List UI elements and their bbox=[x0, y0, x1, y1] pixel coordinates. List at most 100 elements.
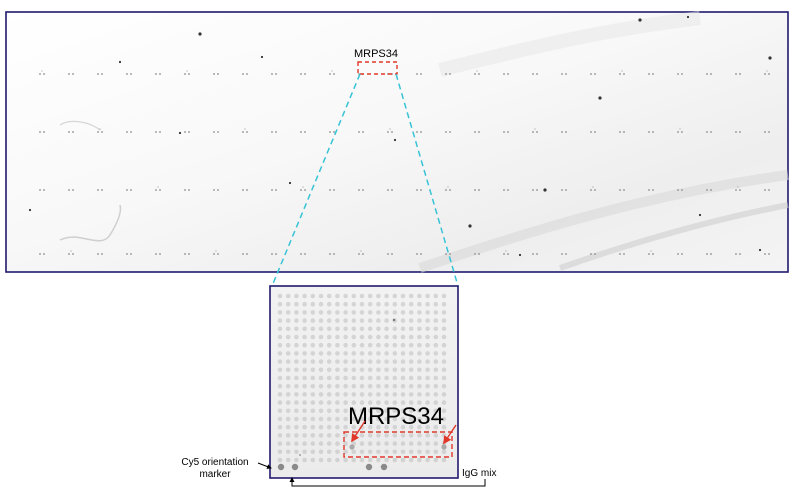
subarray-spot bbox=[359, 318, 365, 323]
zoom-arrow-right bbox=[443, 424, 457, 445]
subarray-spot bbox=[359, 301, 365, 307]
subarray-spot bbox=[425, 400, 430, 405]
slide-spot bbox=[188, 189, 190, 191]
subarray-spot bbox=[408, 293, 414, 299]
subarray-spot bbox=[335, 408, 340, 414]
slide-spot bbox=[213, 131, 215, 133]
slide-spot bbox=[72, 189, 74, 191]
subarray-spot bbox=[384, 334, 389, 340]
subarray-spot bbox=[294, 301, 299, 307]
subarray-spot bbox=[359, 449, 365, 455]
subarray-spot bbox=[417, 392, 422, 397]
subarray-spot bbox=[417, 310, 422, 315]
subarray-spot bbox=[417, 326, 422, 332]
slide-spot bbox=[764, 73, 766, 75]
slide-spot bbox=[391, 253, 393, 255]
subarray-spot bbox=[441, 318, 447, 323]
subarray-spot bbox=[433, 342, 439, 348]
subarray-spot bbox=[417, 400, 422, 405]
subarray-spot bbox=[367, 416, 373, 422]
subarray-spot bbox=[285, 334, 291, 340]
slide-speck bbox=[768, 56, 772, 60]
slide-spot bbox=[420, 73, 422, 75]
subarray-spot bbox=[359, 342, 365, 348]
slide-spot bbox=[445, 253, 447, 255]
subarray-spot bbox=[417, 416, 422, 422]
subarray-spot bbox=[335, 326, 340, 332]
subarray-spot bbox=[335, 367, 340, 373]
subarray-spot bbox=[433, 301, 439, 307]
subarray-spot bbox=[310, 375, 316, 381]
subarray-spot bbox=[376, 334, 381, 340]
subarray-spot bbox=[343, 457, 348, 463]
subarray-spot bbox=[376, 449, 381, 455]
subarray-spot bbox=[343, 359, 348, 364]
slide-spot bbox=[217, 253, 219, 255]
slide-spot bbox=[271, 189, 273, 191]
subarray-spot bbox=[408, 326, 414, 332]
subarray-spot bbox=[367, 408, 373, 414]
subarray-spot bbox=[343, 383, 348, 389]
subarray-spot bbox=[400, 441, 406, 446]
subarray-spot bbox=[376, 375, 381, 381]
subarray-spot bbox=[384, 318, 389, 323]
slide-spot bbox=[242, 73, 244, 75]
subarray-spot bbox=[392, 326, 398, 332]
slide-spot bbox=[155, 189, 157, 191]
subarray-spot bbox=[277, 367, 283, 373]
subarray-spot bbox=[441, 351, 447, 356]
subarray-spot bbox=[425, 383, 430, 389]
subarray-spot bbox=[408, 310, 414, 315]
subarray-spot bbox=[294, 400, 299, 405]
subarray-spot bbox=[367, 441, 373, 446]
subarray-spot bbox=[359, 441, 365, 446]
slide-spot bbox=[333, 253, 335, 255]
slide-spot bbox=[304, 253, 306, 255]
subarray-spot bbox=[408, 375, 414, 381]
subarray-spot bbox=[302, 457, 307, 463]
subarray-spot bbox=[277, 359, 283, 364]
subarray-spot bbox=[400, 449, 406, 455]
subarray-spot bbox=[310, 326, 316, 332]
slide-spot bbox=[768, 131, 770, 133]
subarray-spot bbox=[310, 416, 316, 422]
subarray-spot bbox=[302, 326, 307, 332]
subarray-spot bbox=[318, 334, 324, 340]
subarray-spot bbox=[384, 433, 389, 438]
subarray-spot bbox=[425, 293, 430, 299]
slide-spot bbox=[503, 253, 505, 255]
subarray-spot bbox=[302, 351, 307, 356]
subarray-spot bbox=[392, 424, 398, 430]
subarray-spot bbox=[359, 416, 365, 422]
subarray-spot bbox=[376, 342, 381, 348]
subarray-spot bbox=[310, 359, 316, 364]
subarray-spot bbox=[351, 293, 357, 299]
subarray-spot bbox=[351, 334, 357, 340]
subarray-spot bbox=[425, 318, 430, 323]
subarray-spot bbox=[367, 351, 373, 356]
control-spot bbox=[277, 463, 285, 471]
slide-spot bbox=[420, 189, 422, 191]
subarray-spot bbox=[318, 433, 324, 438]
slide-spot bbox=[766, 70, 768, 72]
slide-spot bbox=[590, 73, 592, 75]
subarray-spot bbox=[277, 400, 283, 405]
subarray-spot bbox=[400, 408, 406, 414]
slide-spot bbox=[594, 253, 596, 255]
slide-spot bbox=[188, 73, 190, 75]
subarray-spot bbox=[425, 326, 430, 332]
subarray-spot bbox=[433, 416, 439, 422]
subarray-spot bbox=[441, 416, 447, 422]
subarray-spot bbox=[359, 310, 365, 315]
subarray-spot bbox=[351, 449, 357, 455]
subarray-spot bbox=[343, 392, 348, 397]
slide-spot bbox=[621, 70, 623, 72]
slide-spot bbox=[184, 131, 186, 133]
subarray-spot bbox=[302, 293, 307, 299]
subarray-spot bbox=[318, 310, 324, 315]
subarray-spot bbox=[326, 449, 332, 455]
subarray-spot bbox=[318, 416, 324, 422]
slide-spot bbox=[246, 131, 248, 133]
subarray-spot bbox=[285, 424, 291, 430]
slide-dust bbox=[28, 15, 772, 257]
